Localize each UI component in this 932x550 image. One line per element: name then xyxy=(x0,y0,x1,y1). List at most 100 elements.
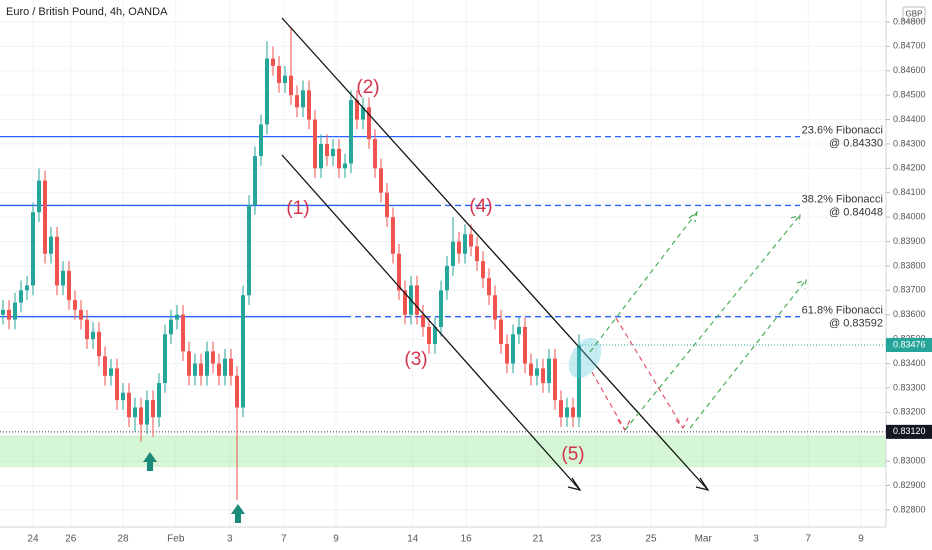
x-tick-label: 25 xyxy=(645,534,657,545)
fib-name: 61.8% Fibonacci xyxy=(802,305,883,317)
candle-body xyxy=(246,204,251,296)
y-tick-label: 0.84700 xyxy=(893,41,926,51)
x-tick-label: Feb xyxy=(167,534,185,545)
candle-body xyxy=(210,351,215,364)
candle-body xyxy=(462,234,467,254)
candle-body xyxy=(570,407,575,418)
fib-name: 38.2% Fibonacci xyxy=(802,193,883,205)
candle-body xyxy=(300,90,305,108)
candle-body xyxy=(228,358,233,376)
candle-body xyxy=(60,270,65,286)
candle-body xyxy=(564,407,569,418)
projection-up xyxy=(624,214,801,431)
candle-body xyxy=(96,331,101,357)
candle-body xyxy=(522,326,527,364)
candle-body xyxy=(264,58,269,125)
x-tick-label: 7 xyxy=(281,534,287,545)
fib-name: 23.6% Fibonacci xyxy=(802,125,883,137)
candle-body xyxy=(546,358,551,384)
candle-body xyxy=(342,163,347,169)
candle-body xyxy=(336,148,341,169)
candle-body xyxy=(54,236,59,286)
candle-body xyxy=(48,236,53,254)
up-arrow xyxy=(143,452,157,471)
candle-body xyxy=(72,300,77,310)
x-tick-label: 21 xyxy=(533,534,545,545)
y-tick-label: 0.84100 xyxy=(893,187,926,197)
candle-body xyxy=(36,180,41,213)
candle-body xyxy=(516,326,521,335)
projection-up xyxy=(689,279,807,429)
x-tick-label: 3 xyxy=(227,534,233,545)
candle-body xyxy=(282,75,287,83)
currency-box xyxy=(902,6,926,22)
candle-body xyxy=(378,168,383,193)
candle-body xyxy=(144,400,149,425)
x-tick-label: 23 xyxy=(590,534,602,545)
y-tick-label: 0.83400 xyxy=(893,358,926,368)
projection-down xyxy=(615,317,684,429)
y-tick-label: 0.84500 xyxy=(893,90,926,100)
x-tick-label: 24 xyxy=(27,534,39,545)
candle-body xyxy=(138,407,143,425)
highlight xyxy=(568,337,602,379)
candle-body xyxy=(270,58,275,66)
wave-label: (5) xyxy=(561,444,584,465)
arrow-head xyxy=(796,279,807,290)
currency: GBP xyxy=(906,10,923,19)
y-tick-label: 0.84800 xyxy=(893,16,926,26)
x-tick-label: 28 xyxy=(117,534,129,545)
candle-body xyxy=(414,285,419,315)
candle-body xyxy=(444,265,449,291)
candle-body xyxy=(240,295,245,408)
candle-body xyxy=(174,314,179,320)
candle-body xyxy=(360,107,365,120)
candle-body xyxy=(528,363,533,376)
candle-body xyxy=(162,334,167,384)
y-tick-label: 0.82900 xyxy=(893,480,926,490)
chart-title: Euro / British Pound, 4h, OANDA xyxy=(6,6,168,18)
wave-label: (2) xyxy=(356,77,379,98)
fib-value: @ 0.83592 xyxy=(829,318,883,330)
candle-body xyxy=(276,65,281,83)
arrow-head xyxy=(695,477,710,492)
support-zone xyxy=(0,435,886,468)
candle-body xyxy=(252,156,257,205)
candle-body xyxy=(510,334,515,364)
candle-body xyxy=(102,356,107,376)
channel-lower xyxy=(281,154,581,491)
candle-body xyxy=(168,319,173,335)
candle-body xyxy=(180,314,185,352)
candle-body xyxy=(390,217,395,254)
channel-upper xyxy=(281,17,709,491)
candle-body xyxy=(156,383,161,418)
candle-body xyxy=(552,358,557,401)
candle-body xyxy=(486,278,491,296)
markers xyxy=(143,452,245,523)
candle-body xyxy=(498,319,503,345)
candle-body xyxy=(120,392,125,401)
candle-body xyxy=(216,363,221,376)
y-tick-label: 0.83300 xyxy=(893,382,926,392)
candle-body xyxy=(294,95,299,108)
y-tick-label: 0.83800 xyxy=(893,260,926,270)
candle-body xyxy=(558,400,563,418)
candle-body xyxy=(30,212,35,286)
arrow-head xyxy=(675,417,689,429)
candle-body xyxy=(108,368,113,376)
y-tick-label: 0.83200 xyxy=(893,407,926,417)
candle-body xyxy=(288,75,293,96)
x-tick-label: 3 xyxy=(753,534,759,545)
y-tick-label: 0.82800 xyxy=(893,504,926,514)
candle-body xyxy=(258,124,263,157)
candle-body xyxy=(222,358,227,376)
candle-body xyxy=(456,241,461,254)
support-price: 0.83120 xyxy=(893,426,926,436)
candle-body xyxy=(192,363,197,376)
y-tick-label: 0.84000 xyxy=(893,212,926,222)
support-price-box xyxy=(886,424,932,439)
candle-body xyxy=(354,100,359,120)
candle-body xyxy=(24,285,29,291)
y-tick-label: 0.83700 xyxy=(893,285,926,295)
